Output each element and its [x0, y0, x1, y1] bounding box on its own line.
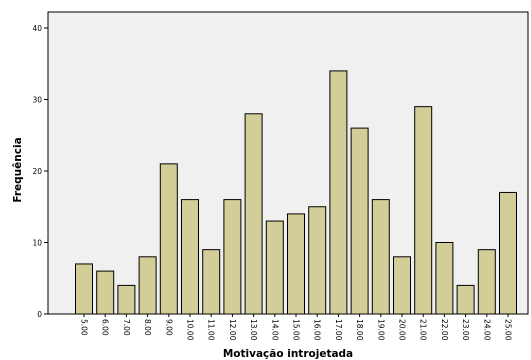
- x-tick-label: 8.00: [143, 319, 152, 336]
- x-tick-label: 11.00: [207, 319, 216, 341]
- bar-16.00: [308, 206, 327, 315]
- y-axis: 0 10 20 30 40: [32, 24, 48, 319]
- bar-19.00: [371, 199, 390, 315]
- bar-17.00: [329, 70, 348, 315]
- bar-11.00: [202, 249, 221, 315]
- x-tick-label: 5.00: [80, 319, 89, 336]
- x-tick-label: 10.00: [186, 319, 195, 341]
- x-tick-label: 19.00: [376, 319, 385, 341]
- bar-12.00: [223, 199, 242, 315]
- bar-10.00: [181, 199, 199, 315]
- x-tick-label: 24.00: [482, 319, 491, 341]
- bar-5.00: [75, 263, 93, 315]
- x-tick-label: 25.00: [504, 319, 513, 341]
- bar-9.00: [159, 163, 178, 315]
- x-tick-label: 18.00: [355, 319, 364, 341]
- bar-14.00: [265, 220, 284, 315]
- bar-8.00: [138, 256, 157, 315]
- bar-13.00: [244, 113, 263, 315]
- x-tick-label: 17.00: [334, 319, 343, 341]
- bar-6.00: [96, 270, 115, 315]
- bar-7.00: [117, 284, 136, 315]
- bars-group: [75, 70, 517, 315]
- y-tick-label: 30: [32, 96, 42, 105]
- y-axis-title: Frequência: [12, 137, 24, 202]
- x-axis-title: Motivação introjetada: [223, 348, 353, 360]
- bar-15.00: [287, 213, 305, 315]
- x-tick-label: 13.00: [249, 319, 258, 341]
- x-tick-label: 20.00: [398, 319, 407, 341]
- bar-23.00: [456, 284, 475, 315]
- bar-24.00: [477, 249, 496, 315]
- y-tick-label: 40: [32, 24, 42, 33]
- x-tick-label: 15.00: [292, 319, 301, 341]
- bar-18.00: [350, 127, 369, 315]
- y-tick-label: 10: [32, 239, 42, 248]
- bar-20.00: [393, 256, 411, 315]
- y-tick-label: 0: [37, 310, 42, 319]
- bar-25.00: [499, 191, 517, 315]
- x-tick-label: 22.00: [440, 319, 449, 341]
- x-tick-label: 21.00: [419, 319, 428, 341]
- bar-21.00: [414, 106, 433, 315]
- x-axis: 5.00 6.00 7.00 8.00 9.00 10.00 11.00 12.00 13.00…: [80, 314, 513, 341]
- x-tick-label: 7.00: [122, 319, 131, 336]
- x-tick-label: 16.00: [313, 319, 322, 341]
- x-tick-label: 9.00: [164, 319, 173, 336]
- y-tick-label: 20: [32, 167, 42, 176]
- x-tick-label: 6.00: [101, 319, 110, 336]
- bar-22.00: [435, 242, 454, 315]
- x-tick-label: 12.00: [228, 319, 237, 341]
- x-tick-label: 23.00: [461, 319, 470, 341]
- x-tick-label: 14.00: [270, 319, 279, 341]
